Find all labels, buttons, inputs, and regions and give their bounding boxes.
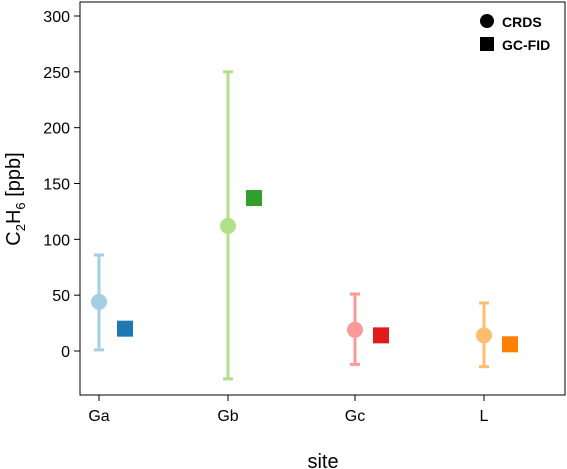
crds-point-gc: [347, 321, 363, 338]
y-tick-label: 50: [52, 288, 70, 305]
legend-label-crds: CRDS: [502, 14, 542, 30]
x-axis-title: site: [307, 451, 338, 469]
y-title-unit: [ppb]: [3, 152, 25, 202]
legend-circle-icon: [480, 14, 494, 28]
y-title-sub-2: 2: [13, 224, 28, 231]
y-tick-label: 200: [43, 121, 70, 138]
gc-fid-point-gb: [246, 190, 262, 207]
y-title-c: C: [3, 231, 25, 245]
gc-fid-point-gc: [373, 327, 389, 344]
gc-fid-point-l: [502, 336, 518, 353]
y-tick-label: 100: [43, 232, 70, 249]
y-tick-label: 250: [43, 65, 70, 82]
crds-point-ga: [91, 293, 107, 310]
legend-label-gc-fid: GC-FID: [502, 37, 550, 53]
chart-marks: [91, 70, 518, 381]
y-axis: 0 50 100 150 200 250 300: [43, 9, 80, 361]
crds-point-gb: [220, 217, 236, 234]
x-tick-label-ga: Ga: [88, 408, 109, 425]
x-tick-label-gb: Gb: [217, 408, 238, 425]
y-tick-label: 150: [43, 177, 70, 194]
plot-frame: [79, 1, 566, 396]
x-axis: Ga Gb Gc L: [88, 395, 489, 425]
y-tick-label: 300: [43, 9, 70, 26]
y-title-sub-6: 6: [13, 202, 28, 209]
y-axis-title: C2H6 [ppb]: [3, 152, 28, 245]
legend: CRDS GC-FID: [480, 14, 550, 53]
gc-fid-point-ga: [117, 320, 133, 337]
x-tick-label-l: L: [480, 408, 489, 425]
legend-square-icon: [480, 37, 494, 51]
x-tick-label-gc: Gc: [345, 408, 365, 425]
y-title-h: H: [3, 210, 25, 224]
crds-point-l: [476, 327, 492, 344]
y-tick-label: 0: [61, 344, 70, 361]
